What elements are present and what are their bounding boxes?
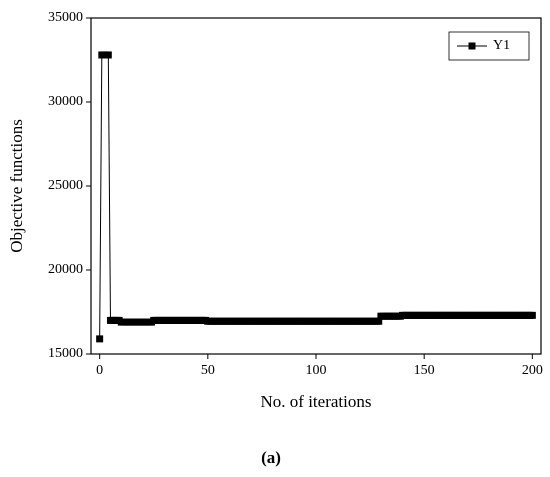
marker <box>528 311 536 319</box>
caption: (a) <box>261 448 281 467</box>
x-axis-label: No. of iterations <box>261 392 372 411</box>
line <box>99 54 533 339</box>
legend-marker <box>468 42 476 50</box>
x-tick-label: 100 <box>306 363 327 378</box>
y-tick-label: 35000 <box>48 10 83 25</box>
x-tick-label: 0 <box>96 363 103 378</box>
x-tick-label: 200 <box>522 363 543 378</box>
legend-label: Y1 <box>493 38 510 53</box>
x-tick-label: 50 <box>201 363 215 378</box>
marker <box>96 335 104 343</box>
y-tick-label: 20000 <box>48 262 83 277</box>
y-axis-label: Objective functions <box>7 119 26 253</box>
marker <box>104 51 112 59</box>
y-tick-label: 25000 <box>48 178 83 193</box>
marker <box>375 317 383 325</box>
plot-frame <box>90 17 542 355</box>
x-tick-label: 150 <box>414 363 435 378</box>
y-tick-label: 30000 <box>48 94 83 109</box>
y-tick-label: 15000 <box>48 346 83 361</box>
